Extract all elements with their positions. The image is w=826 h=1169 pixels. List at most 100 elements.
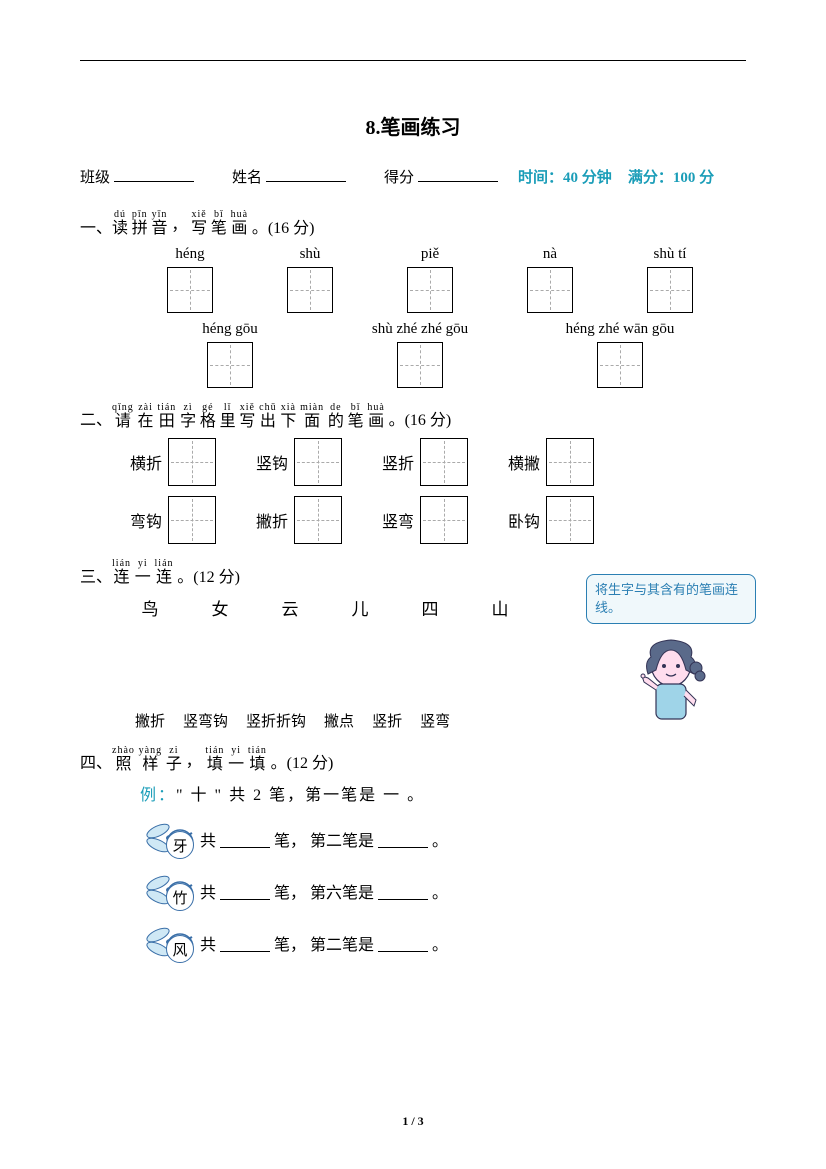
ruby-char: pīn拼	[132, 209, 148, 238]
ruby-char: yīn音	[152, 209, 168, 238]
ruby-base: 样	[142, 756, 158, 774]
stroke-label: 横撇	[508, 450, 540, 474]
ruby-base: 写	[239, 413, 255, 431]
ruby-pinyin: tián	[157, 402, 176, 413]
fill-row: 牙 共笔，第二笔是。	[140, 819, 746, 859]
label-box: 横撇	[508, 438, 594, 486]
ruby-char: tián田	[157, 402, 176, 431]
s1-tail: 。(16 分)	[252, 214, 315, 238]
period: 。	[432, 931, 448, 955]
nth-label: 第二笔是	[310, 931, 374, 955]
match-char[interactable]: 儿	[350, 595, 370, 620]
ruby-pinyin: lián	[155, 558, 174, 569]
count-blank[interactable]	[220, 830, 270, 848]
bi-label: 笔，	[274, 931, 306, 955]
ruby-base: 写	[191, 220, 207, 238]
ruby-char: qǐng请	[112, 402, 134, 431]
example-line: 例：" 十 " 共 2 笔，第一笔是 一 。	[140, 781, 746, 805]
period: 。	[432, 827, 448, 851]
match-char[interactable]: 四	[420, 595, 440, 620]
ruby-char: yi一	[228, 745, 244, 774]
tianzige-box[interactable]	[397, 342, 443, 388]
ruby-base: ，	[186, 753, 202, 771]
tianzige-box[interactable]	[546, 496, 594, 544]
ruby-base: 拼	[132, 220, 148, 238]
tianzige-box[interactable]	[647, 267, 693, 313]
match-stroke[interactable]: 竖折	[372, 710, 402, 731]
ruby-char: lǐ里	[220, 402, 236, 431]
match-char[interactable]: 云	[280, 595, 300, 620]
ruby-base: 连	[114, 569, 130, 587]
ruby-char: chū出	[259, 402, 276, 431]
section-2: 二、 qǐng请 zài在 tián田 zì字 gé格 lǐ里 xiě写 chū…	[80, 398, 746, 545]
ruby-base: 在	[138, 413, 154, 431]
ruby-char: gé格	[200, 402, 216, 431]
tianzige-box[interactable]	[168, 438, 216, 486]
s1-row2: héng gōushù zhé zhé gōuhéng zhé wān gōu	[140, 321, 746, 388]
ruby-char: dú读	[112, 209, 128, 238]
tianzige-box[interactable]	[294, 496, 342, 544]
tianzige-box[interactable]	[420, 438, 468, 486]
stroke-blank[interactable]	[378, 830, 428, 848]
ruby-pinyin: lián	[112, 558, 131, 569]
match-char[interactable]: 女	[210, 595, 230, 620]
count-blank[interactable]	[220, 934, 270, 952]
name-blank[interactable]	[266, 164, 346, 182]
ruby-pinyin: xiě	[240, 402, 255, 413]
ruby-pinyin: xiě	[191, 209, 206, 220]
bi-label: 笔，	[274, 827, 306, 851]
tianzige-box[interactable]	[420, 496, 468, 544]
ruby-base: 里	[220, 413, 236, 431]
score-blank[interactable]	[418, 164, 498, 182]
s4-tail: 。(12 分)	[271, 749, 334, 773]
match-stroke[interactable]: 撇折	[135, 710, 165, 731]
label-box: 撇折	[256, 496, 342, 544]
tianzige-box[interactable]	[167, 267, 213, 313]
label-box: 竖钩	[256, 438, 342, 486]
pinyin-box: shù	[250, 246, 370, 313]
stroke-blank[interactable]	[378, 934, 428, 952]
tianzige-box[interactable]	[546, 438, 594, 486]
dragonfly-icon: 风	[140, 923, 196, 963]
match-char[interactable]: 山	[490, 595, 510, 620]
stroke-label: 竖折	[382, 450, 414, 474]
ruby-pinyin: bǐ	[214, 209, 224, 220]
page-number: 1 / 3	[0, 1114, 826, 1129]
ruby-char: huà画	[367, 402, 384, 431]
tianzige-box[interactable]	[287, 267, 333, 313]
tianzige-box[interactable]	[407, 267, 453, 313]
tianzige-box[interactable]	[168, 496, 216, 544]
ruby-pinyin: miàn	[300, 402, 324, 413]
s3-num: 三、	[80, 563, 112, 587]
ruby-base: ，	[171, 217, 187, 235]
pinyin-label: shù	[300, 246, 321, 263]
pinyin-label: piě	[421, 246, 439, 263]
match-stroke[interactable]: 竖弯	[420, 710, 450, 731]
section-2-head: 二、 qǐng请 zài在 tián田 zì字 gé格 lǐ里 xiě写 chū…	[80, 398, 746, 431]
class-blank[interactable]	[114, 164, 194, 182]
ruby-pinyin: zi	[169, 745, 178, 756]
ruby-pinyin: de	[330, 402, 341, 413]
ruby-base: 格	[200, 413, 216, 431]
match-stroke[interactable]: 竖折折钩	[246, 710, 306, 731]
tianzige-box[interactable]	[294, 438, 342, 486]
pinyin-label: héng	[175, 246, 204, 263]
match-char[interactable]: 鸟	[140, 595, 160, 620]
count-blank[interactable]	[220, 882, 270, 900]
tianzige-box[interactable]	[527, 267, 573, 313]
tianzige-box[interactable]	[207, 342, 253, 388]
stroke-blank[interactable]	[378, 882, 428, 900]
s1-row1: héngshùpiěnàshù tí	[130, 246, 746, 313]
stroke-label: 弯钩	[130, 508, 162, 532]
match-stroke[interactable]: 竖弯钩	[183, 710, 228, 731]
ruby-pinyin: bǐ	[351, 402, 361, 413]
s2-row2: 弯钩撇折竖弯卧钩	[130, 496, 746, 544]
match-stroke[interactable]: 撇点	[324, 710, 354, 731]
section-4-head: 四、 zhào照 yàng样 zi子 ， tián填 yi一 tián填 。(1…	[80, 741, 746, 774]
ruby-base: 的	[328, 413, 344, 431]
ruby-base: 出	[260, 413, 276, 431]
ruby-char: xiě写	[239, 402, 255, 431]
tianzige-box[interactable]	[597, 342, 643, 388]
name-label: 姓名	[232, 166, 262, 187]
dragonfly-icon: 牙	[140, 819, 196, 859]
